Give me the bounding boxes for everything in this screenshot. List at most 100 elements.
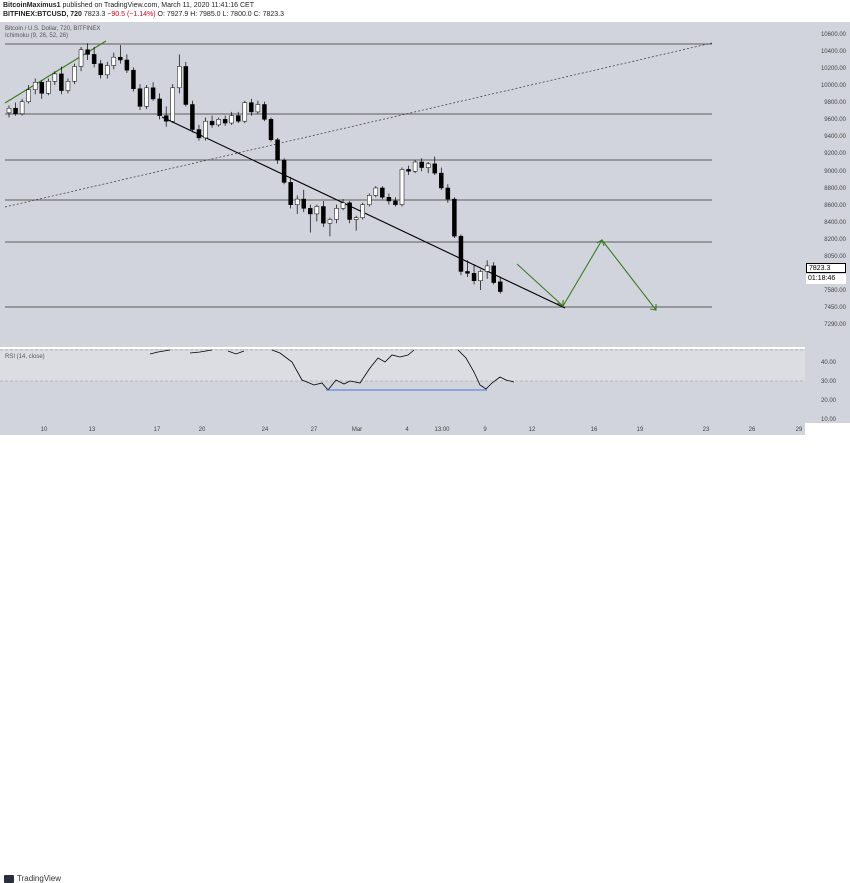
bull-candle	[170, 87, 175, 122]
bull-candle	[399, 169, 405, 205]
symbol-legend[interactable]: Bitcoin / U.S. Dollar, 720, BITFINEX	[5, 26, 101, 32]
ascending-trend-line	[4, 40, 107, 104]
tradingview-icon	[4, 874, 14, 883]
bear-candle	[209, 120, 215, 126]
bar-countdown: 01:18:46	[806, 274, 846, 284]
price-change: −90.5 (−1.14%)	[107, 11, 156, 18]
x-tick-label: 16	[591, 427, 598, 433]
rsi-tick-label: 30.00	[821, 379, 837, 385]
rsi-tick-label: 10.00	[821, 417, 837, 423]
bull-candle	[340, 202, 346, 209]
bear-candle	[419, 161, 424, 168]
bear-candle	[91, 54, 97, 64]
tradingview-brand: TradingView	[17, 874, 62, 883]
projection-arrowhead	[596, 239, 605, 247]
bear-candle	[288, 182, 293, 205]
dotted-trend-line	[4, 42, 713, 208]
publish-header: BitcoinMaximus1 published on TradingView…	[0, 0, 850, 22]
x-tick-label: 26	[749, 427, 756, 433]
time-axis[interactable]	[0, 423, 805, 435]
bear-candle	[222, 119, 228, 124]
rsi-tick-label: 20.00	[821, 398, 837, 404]
bull-candle	[373, 187, 379, 196]
bull-candle	[46, 81, 51, 94]
bear-candle	[268, 119, 274, 140]
price-axis[interactable]	[805, 22, 850, 423]
y-tick-label: 7290.00	[824, 322, 846, 328]
bear-candle	[183, 66, 189, 105]
bull-candle	[105, 65, 110, 76]
bull-candle	[360, 204, 365, 218]
author-name[interactable]: BitcoinMaximus1	[3, 2, 61, 9]
bull-candle	[327, 219, 333, 224]
x-tick-label: 9	[483, 427, 487, 433]
bull-candle	[6, 107, 12, 114]
bear-candle	[190, 104, 195, 130]
bull-candle	[294, 198, 300, 205]
x-tick-label: 23	[703, 427, 710, 433]
bull-candle	[144, 87, 149, 107]
rsi-line	[227, 350, 245, 355]
bear-candle	[465, 271, 470, 274]
bear-candle	[118, 56, 123, 61]
projection-path	[516, 239, 657, 311]
bear-candle	[491, 265, 496, 283]
bull-candle	[484, 265, 490, 272]
y-tick-label: 9400.00	[824, 134, 846, 140]
bear-candle	[281, 159, 287, 183]
bear-candle	[150, 87, 156, 100]
bear-candle	[98, 63, 103, 76]
symbol-info: BITFINEX:BTCUSD, 720 7823.3 −90.5 (−1.14…	[3, 11, 284, 18]
bear-candle	[393, 200, 398, 205]
y-tick-label: 9200.00	[824, 151, 846, 157]
x-tick-label: 10	[41, 427, 48, 433]
bear-candle	[458, 235, 464, 272]
bear-candle	[157, 98, 162, 116]
y-tick-label: 9000.00	[824, 169, 846, 175]
y-tick-label: 9600.00	[824, 117, 846, 123]
y-tick-label: 10200.00	[821, 66, 847, 72]
rsi-line	[457, 349, 515, 390]
bear-candle	[137, 88, 143, 107]
bear-candle	[439, 172, 444, 189]
bull-candle	[229, 115, 234, 124]
bear-candle	[347, 202, 352, 220]
rsi-legend[interactable]: RSI (14, close)	[5, 354, 45, 360]
publish-date: published on TradingView.com, March 11, …	[62, 2, 254, 9]
x-tick-label: Mar	[352, 427, 362, 433]
publish-info: BitcoinMaximus1 published on TradingView…	[3, 2, 254, 9]
bear-candle	[85, 49, 90, 55]
bear-candle	[275, 139, 280, 161]
y-tick-label: 7450.00	[824, 305, 846, 311]
bear-candle	[301, 198, 306, 209]
bear-candle	[163, 115, 169, 122]
chart-canvas: 10600.00 10400.00 10200.00 10000.00 9800.00 9…	[0, 32, 847, 433]
rsi-line	[149, 349, 171, 355]
bull-candle	[353, 217, 359, 220]
bull-candle	[334, 208, 339, 220]
bull-candle	[26, 89, 31, 102]
y-tick-label: 7580.00	[824, 288, 846, 294]
tradingview-logo[interactable]: TradingView	[4, 874, 61, 883]
bull-candle	[111, 56, 117, 66]
rsi-tick-label: 40.00	[821, 360, 837, 366]
footer: TradingView	[0, 435, 850, 883]
bear-candle	[380, 187, 385, 198]
x-tick-label: 27	[311, 427, 318, 433]
bear-candle	[131, 69, 136, 89]
bear-candle	[59, 73, 64, 91]
ichimoku-legend[interactable]: Ichimoku (9, 26, 52, 26)	[5, 33, 69, 39]
bull-candle	[216, 119, 221, 126]
y-tick-label: 10600.00	[821, 32, 847, 38]
bear-candle	[321, 206, 326, 224]
bear-candle	[124, 59, 130, 71]
bull-candle	[478, 271, 483, 281]
bull-candle	[177, 66, 182, 89]
bull-candle	[19, 101, 25, 115]
bear-candle	[452, 198, 457, 237]
bull-candle	[32, 81, 38, 90]
rsi-line	[189, 349, 213, 354]
rsi-band	[0, 350, 805, 381]
bull-candle	[412, 161, 418, 172]
x-tick-label: 13:00	[434, 427, 450, 433]
